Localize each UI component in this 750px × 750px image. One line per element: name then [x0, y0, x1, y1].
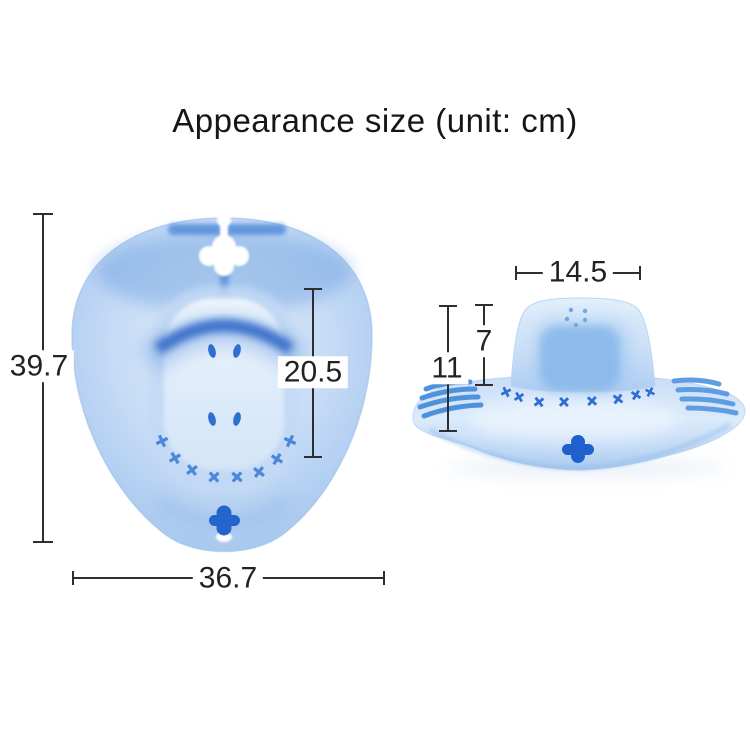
crown-top-holes-icon	[564, 307, 588, 327]
bowl-shadow-arc	[154, 319, 294, 355]
total-height-dim-label: 11	[425, 352, 469, 384]
drain-clover-icon	[209, 505, 240, 536]
drain-clover-side-icon	[562, 435, 594, 463]
bowl-height-dim-label: 7	[469, 325, 499, 357]
vent-clover-icon	[199, 213, 249, 276]
top-width-dim-label: 14.5	[542, 256, 614, 288]
seat-length-dim-label: 20.5	[277, 356, 349, 388]
height-dim-label: 39.7	[3, 350, 75, 382]
brim-highlight	[470, 396, 680, 444]
page-title: Appearance size (unit: cm)	[172, 102, 578, 139]
front-view-product	[71, 213, 373, 553]
nozzle-holes-icon	[208, 344, 241, 426]
width-dim-label: 36.7	[192, 562, 264, 594]
scallop-ridges-right	[671, 377, 739, 416]
drain-highlight	[216, 532, 232, 542]
brim-edge-shadow	[429, 423, 731, 470]
crown-recess	[540, 326, 620, 390]
side-view-product	[412, 297, 746, 478]
